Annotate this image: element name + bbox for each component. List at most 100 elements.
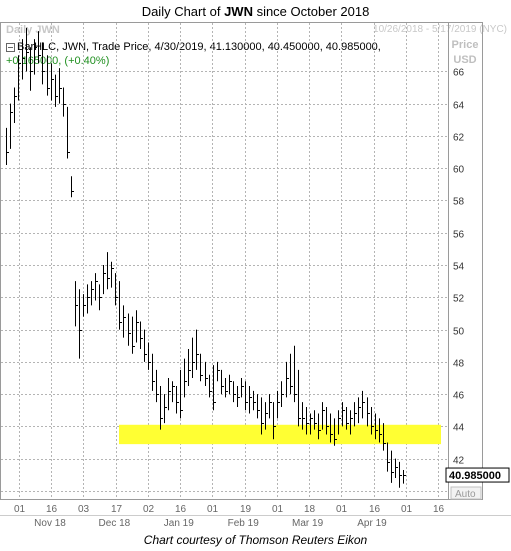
month-label: Feb 19 bbox=[228, 518, 260, 529]
price-bar bbox=[237, 386, 240, 408]
y-tick-label: 48 bbox=[453, 359, 465, 370]
price-bar bbox=[111, 261, 114, 288]
auto-scale-button[interactable]: Auto bbox=[450, 486, 482, 500]
price-bar bbox=[14, 87, 17, 124]
price-bar bbox=[253, 390, 256, 411]
price-bar bbox=[103, 265, 106, 295]
price-bar bbox=[241, 377, 244, 398]
price-bar bbox=[176, 386, 179, 414]
y-tick-label: 62 bbox=[453, 133, 465, 144]
price-bar bbox=[379, 418, 382, 443]
price-bar bbox=[346, 407, 349, 430]
month-label: Jan 19 bbox=[164, 518, 194, 529]
price-bar bbox=[18, 55, 21, 101]
price-bar bbox=[144, 329, 147, 362]
price-bar bbox=[403, 469, 406, 484]
price-bar bbox=[338, 410, 341, 435]
price-bar bbox=[55, 74, 58, 107]
price-bar bbox=[326, 407, 329, 435]
y-tick-label: 52 bbox=[453, 294, 465, 305]
price-bar bbox=[95, 273, 98, 301]
price-bar bbox=[302, 402, 305, 430]
price-bar bbox=[217, 361, 220, 382]
price-bar bbox=[30, 47, 33, 91]
x-tick-label: 02 bbox=[143, 504, 155, 515]
price-bar bbox=[63, 87, 66, 117]
y-tick-label: 58 bbox=[453, 197, 465, 208]
price-bar bbox=[290, 353, 293, 395]
month-axis: Nov 18 Dec 18 Jan 19 Feb 19 Mar 19 Apr 19 bbox=[34, 518, 387, 529]
price-bar bbox=[334, 418, 337, 446]
x-tick-label: 16 bbox=[369, 504, 381, 515]
price-bar bbox=[281, 381, 284, 408]
price-bar bbox=[221, 369, 224, 395]
x-tick-label: 01 bbox=[14, 504, 26, 515]
price-bar bbox=[350, 410, 353, 435]
auto-button-box[interactable] bbox=[450, 486, 482, 500]
price-bar bbox=[294, 345, 297, 403]
price-bar bbox=[152, 353, 155, 391]
price-bar bbox=[26, 27, 29, 72]
currency-axis-title: USD bbox=[453, 54, 477, 66]
y-tick-label: 42 bbox=[453, 456, 465, 467]
price-bar bbox=[233, 381, 236, 403]
last-price-tag: 40.985000 bbox=[445, 467, 510, 483]
price-bar bbox=[156, 369, 159, 403]
price-bar bbox=[132, 316, 135, 354]
y-tick-label: 54 bbox=[453, 262, 465, 273]
support-zone-layer bbox=[119, 424, 441, 445]
price-bar bbox=[318, 413, 321, 440]
price-bar bbox=[168, 377, 171, 411]
price-bar bbox=[75, 281, 78, 327]
price-bar bbox=[67, 106, 70, 159]
price-bar bbox=[269, 394, 272, 419]
price-bar bbox=[164, 394, 167, 424]
price-bar bbox=[119, 281, 122, 330]
x-tick-label: 01 bbox=[401, 504, 413, 515]
y-tick-label: 66 bbox=[453, 68, 465, 79]
price-bar bbox=[298, 369, 301, 427]
price-bar bbox=[38, 31, 41, 64]
price-bar bbox=[342, 402, 345, 427]
price-bar bbox=[362, 390, 365, 419]
price-bar bbox=[160, 386, 163, 430]
price-bar bbox=[128, 313, 131, 346]
series-legend[interactable]: BarHLC, JWN, Trade Price, 4/30/2019, 41.… bbox=[6, 41, 381, 53]
price-bar bbox=[261, 397, 264, 435]
x-tick-label: 03 bbox=[78, 504, 90, 515]
price-bar bbox=[51, 63, 54, 101]
y-tick-label: 46 bbox=[453, 391, 465, 402]
month-label: Dec 18 bbox=[99, 518, 131, 529]
legend-text: BarHLC, JWN, Trade Price, 4/30/2019, 41.… bbox=[17, 41, 381, 53]
auto-button-label[interactable]: Auto bbox=[455, 489, 476, 500]
date-range-label: 10/26/2018 - 5/17/2019 (NYC) bbox=[373, 24, 507, 35]
price-bar bbox=[6, 127, 9, 165]
price-bar bbox=[383, 423, 386, 451]
chart-credit: Chart courtesy of Thomson Reuters Eikon bbox=[143, 533, 368, 547]
y-tick-label: 60 bbox=[453, 165, 465, 176]
x-tick-label: 01 bbox=[207, 504, 219, 515]
price-bar bbox=[22, 39, 25, 80]
price-bar bbox=[213, 365, 216, 411]
price-bar bbox=[314, 410, 317, 430]
price-bar bbox=[265, 402, 268, 430]
x-tick-label: 01 bbox=[336, 504, 348, 515]
price-bar bbox=[330, 413, 333, 443]
month-label: Mar 19 bbox=[292, 518, 324, 529]
price-bar bbox=[79, 289, 82, 359]
x-tick-label: 01 bbox=[272, 504, 284, 515]
price-axis-title: Price bbox=[451, 39, 479, 51]
y-tick-label: 56 bbox=[453, 230, 465, 241]
bar-series-icon bbox=[6, 42, 15, 52]
price-bar bbox=[59, 68, 62, 104]
price-bar bbox=[192, 337, 195, 378]
support-zone bbox=[119, 424, 441, 445]
price-bar bbox=[354, 402, 357, 427]
price-bar bbox=[99, 284, 102, 311]
price-bar bbox=[387, 442, 390, 472]
price-bar bbox=[200, 353, 203, 382]
price-bar bbox=[391, 450, 394, 483]
price-bar bbox=[273, 402, 276, 440]
price-bar bbox=[225, 377, 228, 398]
